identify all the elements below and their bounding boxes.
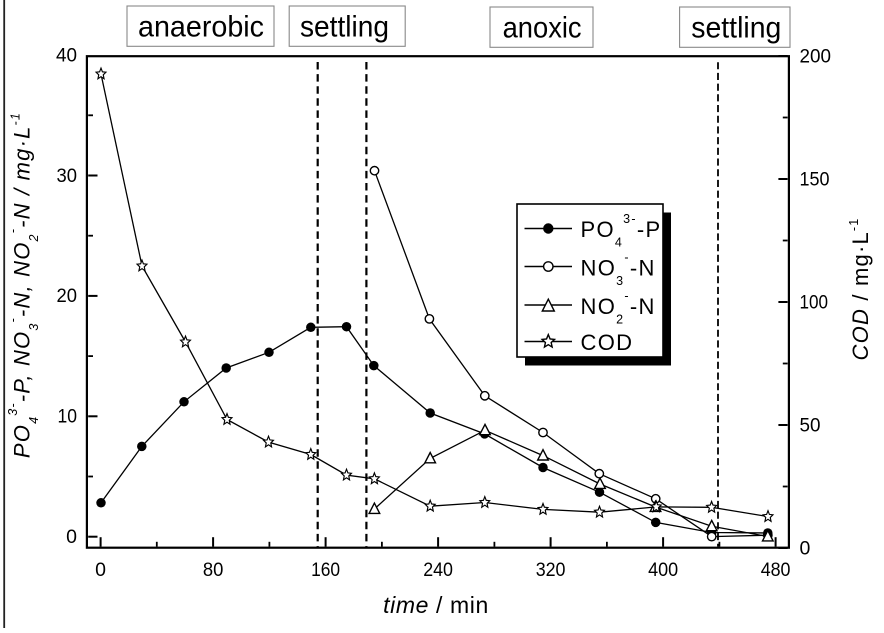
svg-text:80: 80 (203, 559, 224, 581)
svg-text:30: 30 (57, 165, 78, 187)
svg-text:160: 160 (311, 559, 340, 581)
svg-text:anoxic: anoxic (503, 12, 582, 45)
svg-text:settling: settling (300, 11, 389, 44)
svg-text:100: 100 (800, 292, 829, 314)
svg-text:400: 400 (648, 559, 678, 581)
svg-text:time / min: time / min (383, 592, 489, 618)
svg-text:settling: settling (691, 12, 781, 45)
svg-text:50: 50 (800, 415, 821, 437)
svg-text:240: 240 (423, 559, 453, 581)
svg-text:NO2--N: NO2--N (581, 289, 656, 327)
svg-text:0: 0 (800, 538, 811, 560)
svg-text:PO43--P, NO3--N, NO2--N / mg·L: PO43--P, NO3--N, NO2--N / mg·L-1 (6, 112, 41, 458)
svg-text:320: 320 (536, 559, 566, 581)
svg-text:20: 20 (57, 285, 78, 307)
svg-text:COD / mg·L-1: COD / mg·L-1 (847, 218, 873, 361)
svg-text:200: 200 (800, 46, 832, 68)
svg-text:NO3--N: NO3--N (581, 251, 656, 289)
svg-text:anaerobic: anaerobic (138, 11, 264, 44)
svg-text:150: 150 (800, 169, 830, 191)
svg-text:10: 10 (58, 406, 78, 428)
svg-text:PO43--P: PO43--P (581, 212, 662, 250)
svg-text:480: 480 (761, 559, 791, 581)
svg-text:0: 0 (95, 559, 106, 581)
svg-text:40: 40 (56, 44, 77, 66)
svg-text:COD: COD (581, 330, 634, 355)
svg-text:0: 0 (66, 526, 77, 548)
